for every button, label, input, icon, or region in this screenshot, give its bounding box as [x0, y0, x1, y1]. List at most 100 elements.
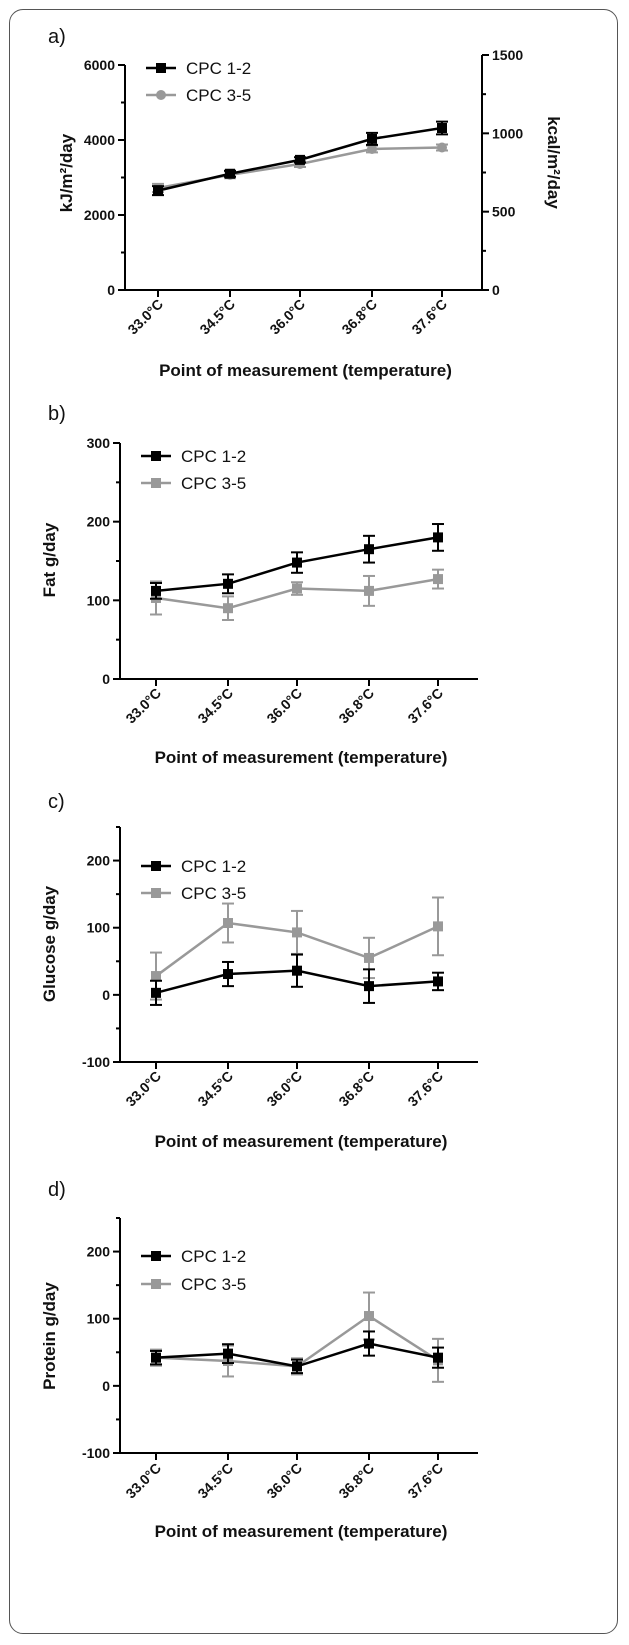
y-right-tick-label: 1500: [492, 47, 523, 63]
data-point: [151, 971, 161, 982]
y-tick-label: 0: [107, 282, 115, 298]
y-tick-label: 0: [102, 1378, 110, 1394]
y-tick-label: -100: [82, 1054, 110, 1070]
series-cpc-1-2: [150, 1330, 444, 1375]
y-axis-right-title: kcal/m²/day: [544, 116, 563, 209]
panel-letter: c): [48, 791, 65, 813]
data-point: [433, 532, 443, 543]
data-point: [223, 969, 233, 980]
series-cpc-1-2: [152, 120, 448, 197]
x-tick-label: 37.6°C: [404, 1460, 446, 1502]
legend-label: CPC 3-5: [181, 884, 246, 903]
legend-marker: [151, 451, 161, 461]
y-tick-label: 6000: [84, 57, 115, 73]
x-tick-label: 36.8°C: [335, 685, 377, 727]
legend-marker: [156, 63, 166, 73]
legend-label: CPC 3-5: [181, 474, 246, 493]
data-point: [223, 1348, 233, 1359]
data-point: [292, 1361, 302, 1372]
data-point: [151, 987, 161, 998]
data-point: [367, 133, 377, 144]
figure-frame: [9, 9, 618, 1634]
data-point: [223, 603, 233, 614]
x-axis-title: Point of measurement (temperature): [155, 1522, 448, 1541]
x-tick-label: 36.8°C: [335, 1068, 377, 1110]
legend-label: CPC 3-5: [186, 86, 251, 105]
x-axis-title: Point of measurement (temperature): [159, 361, 452, 380]
legend-marker: [151, 478, 161, 488]
y-tick-label: 4000: [84, 132, 115, 148]
chart-panel-d: d) -100 0 100 200 33.0°C 34.5°C 36.0°C 36.8°C 37.…: [40, 1179, 478, 1541]
x-tick-label: 36.0°C: [266, 296, 308, 338]
legend-label: CPC 3-5: [181, 1275, 246, 1294]
y-tick-label: 100: [87, 920, 111, 936]
x-tick-label: 34.5°C: [194, 1460, 236, 1502]
data-point: [364, 585, 374, 596]
data-point: [292, 557, 302, 568]
x-tick-label: 33.0°C: [124, 296, 166, 338]
data-point: [367, 144, 377, 154]
data-point: [364, 952, 374, 963]
x-tick-label: 33.0°C: [122, 685, 164, 727]
data-point: [437, 123, 447, 133]
legend-label: CPC 1-2: [181, 1247, 246, 1266]
x-tick-label: 37.6°C: [404, 685, 446, 727]
y-axis-title: kJ/m²/day: [57, 133, 76, 212]
series-cpc-3-5: [152, 142, 448, 194]
y-tick-label: 0: [102, 671, 110, 687]
data-point: [433, 976, 443, 987]
x-tick-label: 36.8°C: [338, 296, 380, 338]
legend-marker: [156, 90, 166, 100]
y-tick-label: 300: [87, 435, 111, 451]
legend-label: CPC 1-2: [186, 59, 251, 78]
y-axis-title: Glucose g/day: [40, 885, 59, 1002]
y-tick-label: -100: [82, 1445, 110, 1461]
data-point: [292, 583, 302, 594]
data-point: [437, 142, 447, 153]
legend-label: CPC 1-2: [181, 857, 246, 876]
x-tick-label: 33.0°C: [122, 1460, 164, 1502]
x-tick-label: 36.0°C: [263, 1460, 305, 1502]
y-tick-label: 200: [87, 1244, 111, 1260]
series-cpc-1-2: [150, 953, 444, 1006]
x-tick-label: 34.5°C: [194, 1068, 236, 1110]
data-point: [433, 574, 443, 585]
y-tick-label: 200: [87, 514, 111, 530]
x-tick-label: 36.8°C: [335, 1460, 377, 1502]
data-point: [433, 1352, 443, 1363]
data-point: [292, 927, 302, 938]
series-cpc-3-5: [150, 568, 444, 621]
y-tick-label: 100: [87, 592, 111, 608]
legend-marker: [151, 861, 161, 871]
x-tick-label: 34.5°C: [194, 685, 236, 727]
data-point: [151, 1352, 161, 1363]
data-point: [153, 185, 163, 196]
x-axis-title: Point of measurement (temperature): [155, 1132, 448, 1151]
panel-letter: a): [48, 26, 66, 48]
y-tick-label: 2000: [84, 207, 115, 223]
y-axis-title: Fat g/day: [40, 522, 59, 597]
legend-label: CPC 1-2: [181, 447, 246, 466]
y-right-tick-label: 1000: [492, 125, 523, 141]
data-point: [225, 168, 235, 179]
y-tick-label: 100: [87, 1311, 111, 1327]
data-point: [433, 921, 443, 932]
x-axis-title: Point of measurement (temperature): [155, 748, 448, 767]
data-point: [223, 918, 233, 929]
data-point: [295, 154, 305, 165]
y-right-tick-label: 0: [492, 282, 500, 298]
series-cpc-1-2: [150, 523, 444, 600]
y-tick-label: 0: [102, 987, 110, 1003]
x-tick-label: 37.6°C: [408, 296, 450, 338]
x-tick-label: 37.6°C: [404, 1068, 446, 1110]
chart-panel-a: a) 0 2000 4000 6000 0 500 1000 1500 kcal/m²/day 33…: [48, 26, 563, 380]
data-point: [151, 585, 161, 596]
x-tick-label: 33.0°C: [122, 1068, 164, 1110]
data-point: [364, 1338, 374, 1349]
x-tick-label: 36.0°C: [263, 685, 305, 727]
y-right-tick-label: 500: [492, 204, 516, 220]
data-point: [364, 1311, 374, 1322]
y-axis-title: Protein g/day: [40, 1282, 59, 1390]
panel-letter: d): [48, 1179, 66, 1201]
